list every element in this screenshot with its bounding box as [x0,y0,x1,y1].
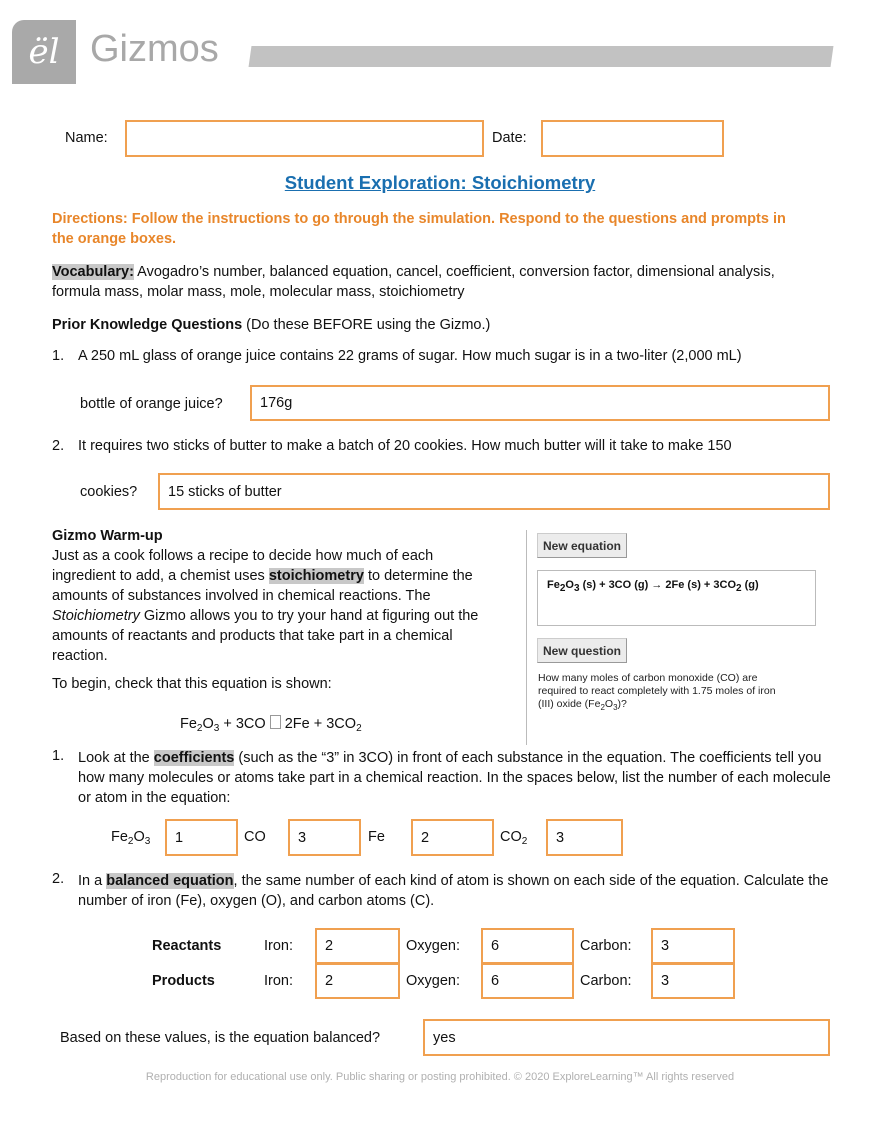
term-balanced-equation: balanced equation [106,873,234,889]
q2-text: In a balanced equation, the same number … [78,871,838,911]
begin-text: To begin, check that this equation is sh… [52,676,332,692]
iron-label: Iron: [264,973,294,989]
row-label: Reactants [152,938,222,954]
warmup-p1e: Gizmo allows you to try your hand at fig… [52,608,479,664]
eq-sub: 2 [356,723,362,734]
q2-num: 2. [52,871,65,887]
eq-o: O [202,716,214,732]
term-stoichiometry: stoichiometry [268,568,364,584]
eq-sub: 3 [213,723,220,734]
l: CO [500,829,522,845]
carbon-label: Carbon: [580,973,632,989]
reactants-oxygen[interactable]: 6 [481,928,574,964]
q1-text: Look at the coefficients (such as the “3… [78,748,838,808]
label-co: CO [244,829,266,845]
equation: Fe2O3 + 3CO 2Fe + 3CO2 [180,715,362,734]
missing-glyph-arrow-icon [269,715,281,729]
logo-glyph: ël [28,32,60,72]
co2-answer[interactable]: 3 [546,819,623,856]
name-label: Name: [65,130,108,146]
name-field[interactable] [125,120,484,157]
label-fe2o3: Fe2O3 [111,829,151,847]
oxygen-label: Oxygen: [406,938,460,954]
g-sub: 2 [559,583,566,594]
g-sub: 3 [573,583,580,594]
q1-a: Look at the [78,750,154,766]
prior-q1-num: 1. [52,348,65,364]
carbon-label: Carbon: [580,938,632,954]
gq-sub: 2 [600,703,605,712]
reactants-iron[interactable]: 2 [315,928,400,964]
products-oxygen[interactable]: 6 [481,963,574,999]
co-answer[interactable]: 3 [288,819,361,856]
prior-note: (Do these BEFORE using the Gizmo.) [242,317,491,333]
prior-q2-num: 2. [52,438,65,454]
new-equation-button[interactable]: New equation [537,533,627,558]
warmup-p1a: Just as a cook follows a recipe to decid… [52,548,434,584]
gizmo-divider [526,530,527,745]
products-iron[interactable]: 2 [315,963,400,999]
fe-answer[interactable]: 2 [411,819,494,856]
eq-fe: Fe [180,716,197,732]
prior-title: Prior Knowledge Questions [52,317,243,333]
q2-c: , the same number of each kind of atom i… [78,873,829,909]
header-bar [248,46,834,67]
s: 3 [144,836,151,847]
g-eq: Fe [547,579,560,591]
s: 2 [127,836,134,847]
prior-q2-text: It requires two sticks of butter to make… [78,438,732,454]
page-title: Student Exploration: Stoichiometry [284,172,596,193]
fe2o3-answer[interactable]: 1 [165,819,238,856]
date-label: Date: [492,130,527,146]
prior-q1-text2: bottle of orange juice? [80,396,223,412]
explorelearning-logo: ël [12,20,76,84]
s: 2 [521,836,528,847]
g-eq: (g) [741,579,759,591]
gizmo-equation-box: Fe2O3 (s) + 3CO (g) → 2Fe (s) + 3CO2 (g) [537,570,816,626]
eq-part: 2Fe + 3CO [280,716,357,732]
eq-part: + 3CO [219,716,270,732]
g-sub: 2 [736,583,742,594]
products-carbon[interactable]: 3 [651,963,735,999]
vocabulary: Vocabulary: Avogadro’s number, balanced … [52,262,792,302]
gizmo-question: How many moles of carbon monoxide (CO) a… [538,672,776,712]
prior-q2-text2: cookies? [80,484,138,500]
brand-name: Gizmos [90,28,219,70]
iron-label: Iron: [264,938,294,954]
q1-c: (such as the “3” in 3CO) in front of eac… [78,750,831,806]
q2-a: In a [78,873,107,889]
gizmo-name: Stoichiometry [52,608,140,624]
prior-q1-text: A 250 mL glass of orange juice contains … [78,348,742,364]
prior-q2-answer[interactable]: 15 sticks of butter [158,473,830,510]
warmup-text: Gizmo Warm-up Just as a cook follows a r… [52,526,497,666]
date-field[interactable] [541,120,724,157]
balanced-question: Based on these values, is the equation b… [60,1030,381,1046]
prior-q1-answer[interactable]: 176g [250,385,830,421]
warmup-p1c: to determine the amounts of substances i… [52,568,473,604]
prior-heading: Prior Knowledge Questions (Do these BEFO… [52,315,490,335]
directions: Directions: Follow the instructions to g… [52,211,786,247]
l: Fe [111,829,128,845]
new-question-button[interactable]: New question [537,638,627,663]
term-coefficients: coefficients [153,750,235,766]
reactants-carbon[interactable]: 3 [651,928,735,964]
oxygen-label: Oxygen: [406,973,460,989]
label-fe: Fe [368,829,385,845]
warmup-heading: Gizmo Warm-up [52,528,163,544]
vocabulary-text: Avogadro’s number, balanced equation, ca… [52,264,775,300]
label-co2: CO2 [500,829,528,847]
vocabulary-label: Vocabulary: [52,264,134,280]
gq: How many moles of carbon monoxide (CO) a… [538,672,776,710]
gq: )? [617,698,627,710]
eq-sub: 2 [196,723,203,734]
row-label: Products [152,973,215,989]
q1-num: 1. [52,748,65,764]
footer: Reproduction for educational use only. P… [145,1071,735,1083]
gq-sub: 3 [613,703,618,712]
g-eq: (s) + 3CO (g) → 2Fe (s) + 3CO [579,579,737,591]
balanced-answer[interactable]: yes [423,1019,830,1056]
